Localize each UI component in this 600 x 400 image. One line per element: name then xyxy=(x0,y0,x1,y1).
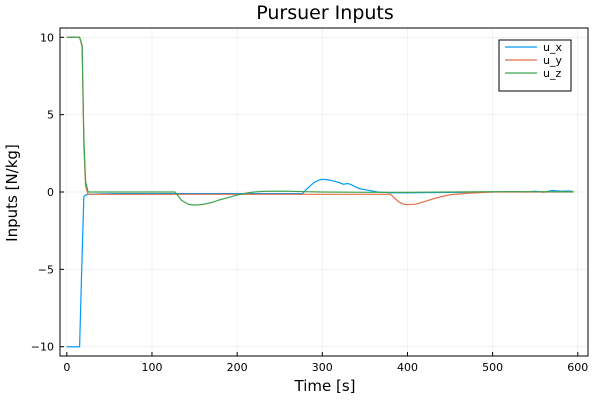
chart-title: Pursuer Inputs xyxy=(256,2,394,24)
x-tick-label: 100 xyxy=(141,361,162,374)
series-line-u-y xyxy=(66,36,574,206)
series-line-u-z xyxy=(66,36,574,206)
x-tick-label: 400 xyxy=(397,361,418,374)
y-tick-label: 5 xyxy=(47,109,54,122)
legend: u_xu_yu_z xyxy=(498,39,572,92)
y-tick-label: 0 xyxy=(47,186,54,199)
x-tick-label: 300 xyxy=(312,361,333,374)
x-tick-label: 500 xyxy=(482,361,503,374)
legend-label: u_z xyxy=(543,67,561,80)
y-tick-label: −5 xyxy=(38,263,54,276)
x-tick-label: 0 xyxy=(63,361,70,374)
y-tick-label: −10 xyxy=(31,341,54,354)
series-layer xyxy=(66,36,574,348)
x-tick-label: 200 xyxy=(227,361,248,374)
y-tick-label: 10 xyxy=(40,31,54,44)
legend-box xyxy=(498,39,572,92)
legend-label: u_y xyxy=(543,54,562,67)
y-axis-label: Inputs [N/kg] xyxy=(3,144,21,242)
x-axis-label: Time [s] xyxy=(294,377,356,395)
legend-label: u_x xyxy=(543,41,562,54)
x-tick-label: 600 xyxy=(567,361,588,374)
series-line-u-x xyxy=(66,178,574,348)
axis-ticks: 0 100 200 300 400 500 600 10 5 0 −5 −10 xyxy=(31,31,588,374)
